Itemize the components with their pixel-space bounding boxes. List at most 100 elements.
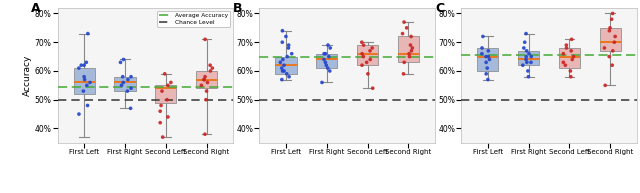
Point	[568, 55, 579, 58]
Point	[401, 26, 412, 29]
Point	[79, 75, 89, 78]
Point	[609, 41, 620, 44]
Point	[284, 47, 294, 50]
Point	[277, 29, 287, 32]
Point	[605, 26, 615, 29]
Point	[275, 61, 285, 64]
Point	[205, 64, 215, 67]
Bar	[357, 45, 378, 65]
Point	[566, 49, 576, 52]
Point	[276, 67, 287, 70]
Point	[526, 61, 536, 64]
Point	[358, 44, 369, 47]
Point	[126, 75, 136, 78]
Point	[82, 84, 92, 87]
Point	[156, 104, 166, 107]
Point	[200, 133, 210, 136]
Point	[320, 61, 330, 64]
Point	[163, 115, 173, 119]
Point	[155, 110, 165, 113]
Point	[319, 58, 329, 61]
Bar	[196, 71, 217, 88]
Point	[85, 81, 95, 84]
Point	[526, 55, 536, 58]
Point	[599, 47, 609, 50]
Point	[279, 64, 289, 67]
Point	[357, 64, 367, 67]
Point	[522, 49, 532, 52]
Point	[157, 135, 168, 139]
Bar	[518, 51, 540, 65]
Point	[324, 69, 335, 73]
Bar	[477, 48, 499, 71]
Point	[115, 61, 125, 64]
Point	[524, 75, 534, 78]
Point	[561, 47, 572, 50]
Point	[477, 52, 487, 55]
Point	[321, 64, 332, 67]
Text: A: A	[31, 2, 41, 15]
Point	[81, 61, 92, 64]
Point	[399, 20, 409, 24]
Point	[357, 52, 367, 55]
Bar	[155, 85, 177, 102]
Point	[200, 75, 210, 78]
Point	[478, 35, 488, 38]
Point	[83, 104, 93, 107]
Point	[481, 55, 491, 58]
Point	[604, 55, 614, 58]
Point	[362, 61, 372, 64]
Point	[610, 35, 620, 38]
Point	[155, 121, 165, 124]
Point	[324, 55, 334, 58]
Point	[608, 49, 618, 52]
Point	[196, 84, 207, 87]
Point	[278, 69, 288, 73]
Point	[481, 61, 492, 64]
Point	[325, 47, 335, 50]
Point	[207, 67, 218, 70]
Point	[521, 58, 531, 61]
Point	[604, 29, 614, 32]
Point	[560, 64, 570, 67]
Point	[363, 72, 373, 75]
Point	[201, 98, 211, 101]
Point	[205, 69, 216, 73]
Point	[323, 44, 333, 47]
Point	[202, 81, 212, 84]
Point	[520, 41, 530, 44]
Point	[524, 52, 534, 55]
Point	[162, 98, 172, 101]
Point	[397, 32, 408, 35]
Point	[398, 72, 408, 75]
Point	[83, 32, 93, 35]
Point	[282, 72, 292, 75]
Bar	[398, 36, 419, 62]
Point	[279, 69, 289, 73]
Point	[483, 49, 493, 52]
Point	[118, 58, 129, 61]
Point	[157, 90, 167, 93]
Bar	[115, 77, 136, 91]
Point	[163, 84, 173, 87]
Point	[284, 44, 294, 47]
Bar	[275, 57, 296, 74]
Point	[567, 58, 577, 61]
Point	[399, 61, 410, 64]
Point	[481, 72, 492, 75]
Point	[159, 72, 170, 75]
Point	[404, 55, 415, 58]
Point	[125, 107, 136, 110]
Point	[600, 84, 611, 87]
Point	[199, 78, 209, 81]
Point	[118, 81, 129, 84]
Point	[565, 69, 575, 73]
Point	[78, 90, 88, 93]
Point	[483, 78, 493, 81]
Point	[281, 35, 291, 38]
Point	[277, 41, 287, 44]
Point	[358, 55, 369, 58]
Point	[561, 44, 572, 47]
Point	[202, 90, 212, 93]
Point	[365, 49, 375, 52]
